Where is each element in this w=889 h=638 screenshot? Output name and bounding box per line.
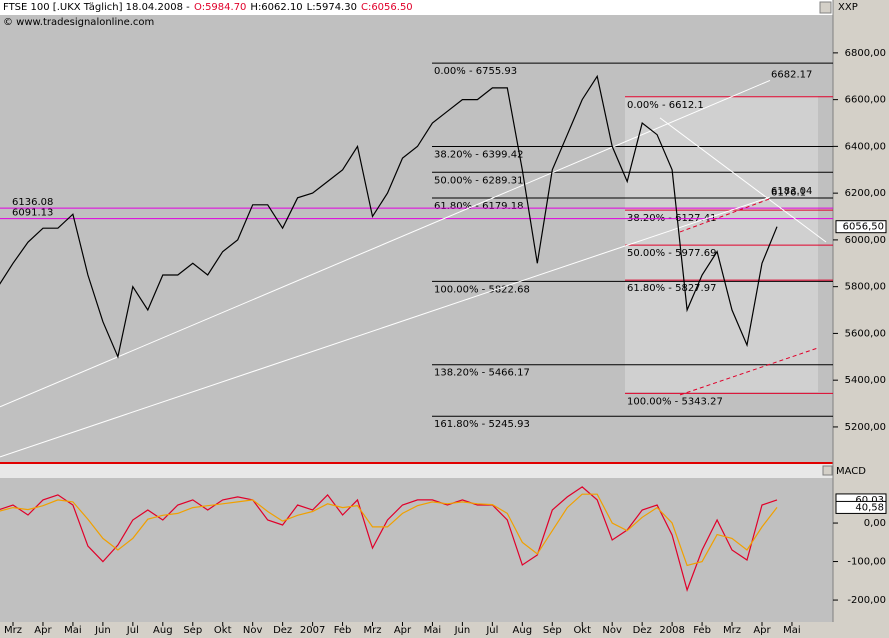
x-tick-label: Jul	[126, 625, 139, 636]
y-tick-label: 6800,00	[845, 48, 886, 59]
x-tick-label: 2007	[300, 625, 325, 636]
fib-label: 100.00% - 5343.27	[627, 396, 723, 407]
y-tick-label: 6000,00	[845, 235, 886, 246]
x-tick-label: Jun	[454, 625, 471, 636]
x-tick-label: Aug	[153, 625, 173, 636]
x-tick-label: Mrz	[723, 625, 741, 636]
high: H:6062.10	[250, 2, 302, 13]
fib-label: 138.20% - 5466.17	[434, 368, 530, 379]
y-tick-label: 5200,00	[845, 422, 886, 433]
x-tick-label: Jun	[94, 625, 111, 636]
open: O:5984.70	[194, 2, 246, 13]
y-tick-label: 0,00	[864, 518, 886, 529]
x-tick-label: Nov	[243, 625, 263, 636]
trendline	[679, 198, 771, 233]
x-tick-label: Nov	[602, 625, 622, 636]
x-tick-label: Apr	[34, 625, 52, 636]
subtitle: © www.tradesignalonline.com	[3, 17, 154, 28]
header-bar	[0, 0, 833, 15]
x-tick-label: Mai	[783, 625, 801, 636]
series-line	[0, 74, 778, 359]
fib-label: 0.00% - 6612.1	[627, 100, 704, 111]
value-tag-label: 60,03	[855, 495, 884, 506]
trendline	[679, 347, 819, 396]
macd-header	[0, 464, 833, 478]
value-tag-label: 40,58	[855, 502, 884, 513]
trendline-label: 6682.17	[771, 69, 812, 80]
x-tick-label: Aug	[513, 625, 533, 636]
x-tick-label: Dez	[633, 625, 652, 636]
value-tag-label: 6056,50	[843, 222, 884, 233]
fib-label: 50.00% - 6289.31	[434, 175, 523, 186]
trendline	[0, 79, 771, 408]
fib-label: 61.80% - 5827.97	[627, 283, 716, 294]
macd-title: MACD	[836, 466, 866, 477]
x-tick-label: Feb	[334, 625, 352, 636]
fib-label: 61.80% - 6179.18	[434, 201, 523, 212]
x-tick-label: Sep	[183, 625, 202, 636]
x-tick-label: Okt	[573, 625, 591, 636]
title: FTSE 100 [.UKX Täglich] 18.04.2008 -	[3, 2, 190, 13]
x-tick-label: 2008	[659, 625, 684, 636]
value-tag	[835, 220, 887, 234]
trendline	[0, 196, 771, 458]
x-tick-label: Dez	[273, 625, 292, 636]
fib-label: 38.20% - 6399.42	[434, 150, 523, 161]
x-tick-label: Mrz	[364, 625, 382, 636]
window-button[interactable]	[819, 1, 832, 14]
y-tick-label: 6600,00	[845, 95, 886, 106]
y-tick-label: 5800,00	[845, 282, 886, 293]
x-tick-label: Sep	[543, 625, 562, 636]
x-tick-label: Jul	[485, 625, 498, 636]
y-tick-label: 5600,00	[845, 328, 886, 339]
fib-zone	[625, 96, 818, 392]
trendline-label: 6176.1	[771, 188, 806, 199]
h-line-label: 6091.13	[12, 208, 53, 219]
y-tick-label: -200,00	[847, 595, 886, 606]
x-tick-label: Mai	[64, 625, 82, 636]
header-text: FTSE 100 [.UKX Täglich] 18.04.2008 - O:59…	[3, 2, 413, 13]
fib-label: 100.00% - 5822.68	[434, 284, 530, 295]
axis-label: XXP	[838, 2, 858, 13]
value-tag	[835, 500, 887, 514]
x-tick-label: Mai	[424, 625, 442, 636]
fib-label: 161.80% - 5245.93	[434, 419, 530, 430]
x-tick-label: Feb	[693, 625, 711, 636]
y-tick-label: 5400,00	[845, 375, 886, 386]
fib-label: 0.00% - 6755.93	[434, 66, 517, 77]
x-tick-label: Apr	[753, 625, 771, 636]
series-line	[0, 486, 778, 592]
h-line-label: 6136.08	[12, 197, 53, 208]
y-tick-label: 6400,00	[845, 141, 886, 152]
trendline-label: 6183.04	[771, 186, 812, 197]
close: C:6056.50	[361, 2, 413, 13]
panel-divider	[0, 462, 833, 464]
low: L:5974.30	[307, 2, 357, 13]
trendline	[659, 117, 827, 243]
window-button[interactable]	[822, 465, 833, 476]
x-tick-label: Apr	[394, 625, 412, 636]
x-tick-label: Mrz	[4, 625, 22, 636]
y-tick-label: -100,00	[847, 557, 886, 568]
x-tick-label: Okt	[214, 625, 232, 636]
macd-panel	[0, 478, 833, 622]
y-tick-label: 6200,00	[845, 188, 886, 199]
fib-label: 50.00% - 5977.69	[627, 248, 716, 259]
series-line	[0, 493, 778, 567]
